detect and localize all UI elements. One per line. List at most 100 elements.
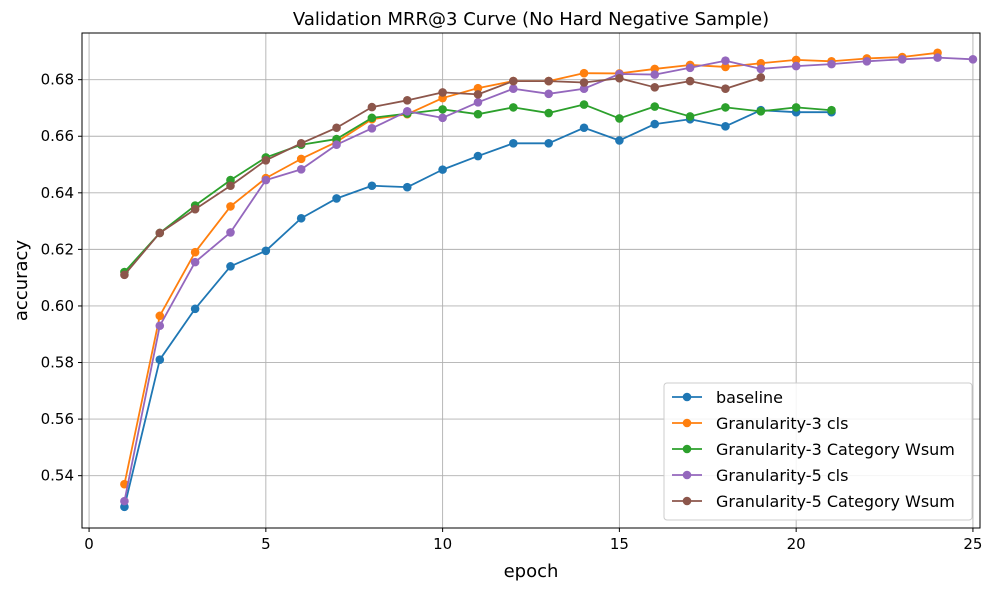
data-point xyxy=(721,122,730,131)
legend-entry: Granularity-5 Category Wsum xyxy=(672,492,955,511)
data-point xyxy=(438,113,447,123)
data-point xyxy=(261,246,271,256)
x-tick-label: 20 xyxy=(787,535,806,553)
data-point xyxy=(544,89,553,99)
series-layer xyxy=(120,48,978,512)
data-point xyxy=(544,76,553,86)
x-tick-label: 10 xyxy=(433,535,452,553)
data-point xyxy=(544,108,553,118)
data-point xyxy=(721,62,730,72)
data-point xyxy=(120,496,129,506)
legend-label: Granularity-3 cls xyxy=(716,414,848,433)
data-point xyxy=(367,113,377,123)
legend-label: Granularity-5 cls xyxy=(716,466,848,485)
legend-box xyxy=(663,382,973,521)
data-point xyxy=(615,114,624,123)
data-point xyxy=(579,84,589,94)
y-tick-label: 0.68 xyxy=(41,71,74,89)
series-1 xyxy=(120,105,836,512)
data-point xyxy=(509,139,518,148)
data-point xyxy=(650,119,660,129)
data-point xyxy=(226,202,235,211)
data-point xyxy=(296,213,306,223)
data-point xyxy=(473,90,483,99)
data-point xyxy=(226,228,235,237)
legend-swatch-marker xyxy=(682,496,692,506)
x-tick-label: 15 xyxy=(610,535,629,553)
data-point xyxy=(685,112,695,121)
data-point xyxy=(190,204,200,214)
x-axis-ticks: 0 5 10 15 20 25 xyxy=(84,528,982,553)
data-point xyxy=(190,304,200,314)
data-point xyxy=(296,154,306,164)
data-point xyxy=(190,257,200,267)
y-tick-label: 0.56 xyxy=(41,410,74,428)
data-point xyxy=(402,96,412,105)
x-tick-label: 5 xyxy=(261,535,271,553)
data-point xyxy=(226,181,235,191)
data-point xyxy=(721,56,730,66)
series-4 xyxy=(120,53,978,506)
data-point xyxy=(579,100,589,109)
y-tick-label: 0.66 xyxy=(41,127,74,145)
data-point xyxy=(473,151,483,161)
data-point xyxy=(367,181,377,191)
legend-swatch-marker xyxy=(682,444,692,454)
data-point xyxy=(650,83,660,92)
x-axis-title: epoch xyxy=(504,561,559,582)
data-point xyxy=(473,109,483,119)
data-point xyxy=(438,165,447,174)
y-tick-label: 0.64 xyxy=(41,184,74,202)
legend: baseline Granularity-3 cls Granularity-3 C… xyxy=(663,382,973,521)
data-point xyxy=(756,64,766,74)
data-point xyxy=(615,136,624,145)
data-point xyxy=(756,107,766,116)
data-point xyxy=(756,73,766,82)
data-point xyxy=(544,139,553,148)
legend-label: Granularity-3 Category Wsum xyxy=(716,440,955,459)
data-point xyxy=(155,321,165,331)
data-point xyxy=(155,355,165,365)
data-point xyxy=(509,84,518,94)
legend-label: baseline xyxy=(716,388,783,407)
data-point xyxy=(721,84,730,94)
data-point xyxy=(650,70,660,79)
y-axis-ticks: 0.54 0.56 0.58 0.60 0.62 0.64 0.66 0.68 xyxy=(41,71,82,485)
data-point xyxy=(509,103,518,112)
data-point xyxy=(791,55,801,65)
data-point xyxy=(402,182,412,192)
data-point xyxy=(261,155,271,165)
data-point xyxy=(721,103,730,112)
data-point xyxy=(332,194,341,203)
legend-entry: baseline xyxy=(672,388,783,407)
legend-swatch-marker xyxy=(682,470,692,480)
data-point xyxy=(155,311,165,321)
legend-entry: Granularity-3 cls xyxy=(672,414,848,433)
data-point xyxy=(190,247,200,257)
data-point xyxy=(509,76,518,86)
data-point xyxy=(897,55,907,64)
data-point xyxy=(226,262,235,271)
data-point xyxy=(296,139,306,148)
data-point xyxy=(332,140,341,150)
data-point xyxy=(367,124,377,133)
y-axis-title: accuracy xyxy=(11,240,32,322)
data-point xyxy=(933,53,942,62)
data-point xyxy=(120,270,129,280)
data-point xyxy=(685,76,695,86)
legend-swatch-marker xyxy=(682,418,692,428)
data-point xyxy=(261,175,271,185)
data-point xyxy=(473,98,483,107)
data-point xyxy=(438,105,447,114)
legend-entry: Granularity-3 Category Wsum xyxy=(672,440,955,459)
series-5 xyxy=(120,73,766,280)
data-point xyxy=(650,102,660,111)
y-tick-label: 0.60 xyxy=(41,297,74,315)
y-tick-label: 0.62 xyxy=(41,240,74,258)
data-point xyxy=(615,73,624,83)
data-point xyxy=(579,78,589,87)
data-point xyxy=(791,61,801,71)
data-point xyxy=(579,68,589,78)
y-tick-label: 0.58 xyxy=(41,354,74,372)
